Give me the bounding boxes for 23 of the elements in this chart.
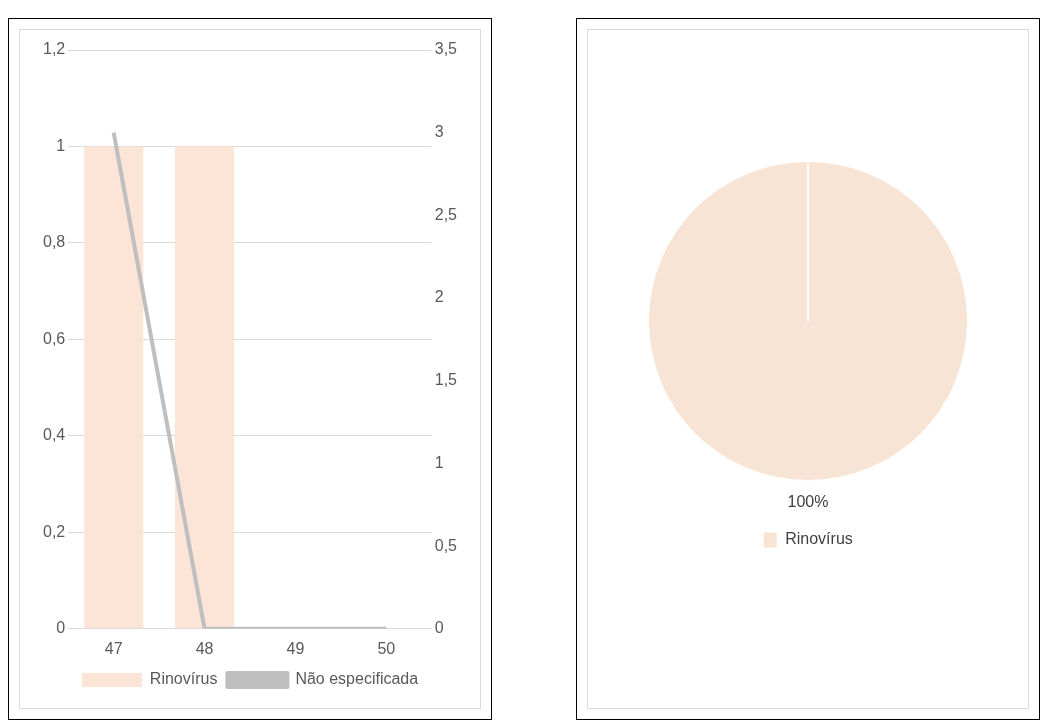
y2-tick-label: 1,5 — [434, 371, 458, 389]
data-label: 100% — [787, 492, 829, 510]
y2-tick-label: 1 — [434, 453, 444, 471]
y-tick-label: 0,2 — [42, 522, 66, 540]
y2-tick-label: 2,5 — [434, 205, 458, 223]
y-tick-label: 0,4 — [42, 426, 66, 444]
y2-tick-label: 3 — [434, 123, 444, 141]
legend-label: Não especificada — [295, 670, 419, 688]
y-tick-label: 0 — [56, 619, 66, 637]
legend-label: Rinovírus — [149, 670, 218, 688]
y2-tick-label: 0,5 — [434, 536, 458, 554]
legend-label: Rinovírus — [785, 530, 853, 548]
y2-tick-label: 0 — [434, 619, 444, 637]
y-tick-label: 0,6 — [42, 329, 66, 347]
x-tick-label: 48 — [195, 639, 214, 657]
x-tick-label: 47 — [104, 639, 123, 657]
y2-tick-label: 3,5 — [434, 40, 458, 58]
x-tick-label: 50 — [377, 639, 396, 657]
y2-tick-label: 2 — [434, 288, 444, 306]
y-tick-label: 0,8 — [42, 233, 66, 251]
x-tick-label: 49 — [286, 639, 305, 657]
y-tick-label: 1 — [56, 136, 66, 154]
y-tick-label: 1,2 — [42, 40, 66, 58]
